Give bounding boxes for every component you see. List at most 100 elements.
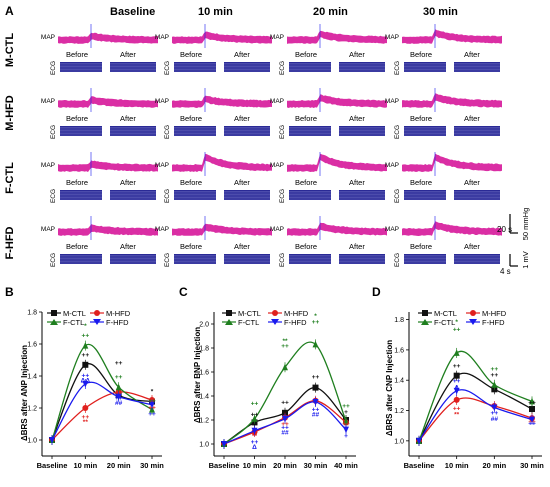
after-label: After bbox=[120, 242, 136, 251]
trace-cell-f-ctl-2: MAP Before After ECG bbox=[270, 152, 387, 203]
legend-label-f-hfd: F-HFD bbox=[284, 318, 307, 327]
significance-mark: ++ bbox=[342, 403, 350, 410]
significance-mark: ** bbox=[252, 433, 258, 440]
significance-mark: ++ bbox=[148, 398, 156, 405]
map-trace bbox=[58, 224, 158, 236]
significance-mark: ++ bbox=[82, 333, 90, 340]
ecg-before-trace bbox=[404, 62, 446, 72]
ecg-before-trace bbox=[60, 190, 102, 200]
series-line-f-hfd bbox=[51, 381, 153, 441]
panel-c-plot: 1.0 1.2 1.4 1.6 1.8 2.0 Baseline 10 min 20 min 30… bbox=[199, 312, 358, 470]
significance-mark: ++ bbox=[281, 399, 289, 406]
ecg-before-trace bbox=[174, 62, 216, 72]
y-tick-label: 1.2 bbox=[199, 418, 209, 425]
trace-cell-m-ctl-0: MAP Before After ECG bbox=[41, 24, 158, 75]
x-tick-label: 30 min bbox=[520, 461, 544, 470]
significance-mark: ++ bbox=[312, 407, 320, 414]
significance-mark: ++ bbox=[453, 378, 461, 385]
ecg-before-trace bbox=[174, 190, 216, 200]
panel-d-ylabel: ΔBRS after CNP Injection bbox=[385, 340, 394, 436]
after-label: After bbox=[349, 242, 365, 251]
series-line-m-hfd bbox=[418, 397, 533, 442]
x-tick-label: 30 min bbox=[140, 461, 164, 470]
after-label: After bbox=[234, 242, 250, 251]
trace-cell-f-hfd-2: MAP Before After ECG bbox=[270, 216, 387, 267]
series-line-f-ctl bbox=[51, 343, 153, 441]
significance-mark: ## bbox=[281, 429, 289, 436]
before-label: Before bbox=[180, 114, 202, 123]
data-point-f-hfd bbox=[416, 437, 422, 445]
significance-mark: ++ bbox=[148, 405, 156, 412]
significance-mark: * bbox=[151, 389, 154, 396]
significance-mark: ++ bbox=[528, 421, 536, 428]
ecg-before-trace bbox=[404, 190, 446, 200]
data-point-f-hfd bbox=[491, 404, 498, 411]
y-tick-label: 1.0 bbox=[199, 442, 209, 449]
map-label: MAP bbox=[270, 98, 284, 105]
ecg-before-trace bbox=[60, 62, 102, 72]
ecg-after-trace bbox=[224, 190, 270, 200]
before-label: Before bbox=[410, 178, 432, 187]
ecg-before-trace bbox=[174, 254, 216, 264]
data-point-f-ctl bbox=[312, 340, 319, 348]
data-point-m-ctl bbox=[82, 361, 89, 368]
group-label-f-ctl: F-CTL bbox=[4, 162, 16, 194]
panel-d-letter: D bbox=[372, 285, 381, 299]
x-tick-label: Baseline bbox=[37, 461, 68, 470]
scale-bars: 50 mmHg 20 s 1 mV 4 s bbox=[497, 208, 530, 276]
y-tick-label: 1.8 bbox=[394, 317, 404, 324]
ecg-label: ECG bbox=[50, 253, 57, 267]
significance-mark: ## bbox=[115, 400, 123, 407]
data-point-f-hfd bbox=[453, 387, 460, 395]
legend-marker-f-hfd bbox=[93, 319, 101, 325]
trace-cell-f-ctl-0: MAP Before After ECG bbox=[41, 152, 158, 203]
after-label: After bbox=[234, 178, 250, 187]
x-tick-label: 40 min bbox=[334, 461, 358, 470]
map-label: MAP bbox=[155, 226, 169, 233]
map-trace bbox=[58, 160, 158, 172]
legend-label-f-ctl: F-CTL bbox=[434, 318, 455, 327]
series-line-m-hfd bbox=[51, 391, 153, 441]
data-point-f-hfd bbox=[49, 437, 55, 444]
panel-b: B ΔBRS after ANP Injection M-CTL M-HFD F… bbox=[5, 285, 164, 470]
ecg-label: ECG bbox=[394, 253, 401, 267]
significance-mark: * bbox=[455, 319, 458, 326]
significance-mark: ** bbox=[282, 338, 288, 345]
group-label-m-ctl: M-CTL bbox=[4, 33, 16, 67]
time-header-baseline: Baseline bbox=[110, 6, 155, 18]
data-point-f-ctl bbox=[115, 383, 122, 391]
significance-mark: ++ bbox=[251, 439, 259, 446]
map-trace bbox=[287, 222, 387, 236]
significance-mark: ++ bbox=[281, 343, 289, 350]
data-point-f-ctl bbox=[343, 417, 349, 425]
panel-c-ylabel: ΔBRS after BNP Injection bbox=[193, 327, 202, 423]
panel-c: C ΔBRS after BNP Injection M-CTL M-HFD F… bbox=[179, 285, 358, 470]
legend-label-m-hfd: M-HFD bbox=[482, 309, 507, 318]
map-trace bbox=[172, 95, 272, 108]
before-label: Before bbox=[180, 50, 202, 59]
x-tick-label: 20 min bbox=[107, 461, 131, 470]
ecg-before-trace bbox=[60, 254, 102, 264]
map-label: MAP bbox=[385, 226, 399, 233]
trace-cell-m-ctl-1: MAP Before After ECG bbox=[155, 24, 272, 75]
ecg-after-trace bbox=[224, 254, 270, 264]
panel-c-legend: M-CTL M-HFD F-CTL F-HFD bbox=[222, 309, 309, 327]
after-label: After bbox=[120, 178, 136, 187]
significance-mark: ++ bbox=[115, 395, 123, 402]
after-label: After bbox=[234, 114, 250, 123]
trace-cell-m-ctl-3: MAP Before After ECG bbox=[385, 24, 502, 75]
ecg-after-trace bbox=[339, 126, 385, 136]
group-label-m-hfd: M-HFD bbox=[4, 95, 16, 130]
before-label: Before bbox=[66, 50, 88, 59]
ecg-before-trace bbox=[60, 126, 102, 136]
significance-mark: Δ bbox=[252, 444, 257, 451]
trace-grid: MAP Before After ECG MAP Before After ECG MAP Bef… bbox=[41, 24, 502, 267]
x-tick-label: 20 min bbox=[482, 461, 506, 470]
legend-marker-m-ctl bbox=[422, 310, 428, 316]
map-trace bbox=[287, 153, 387, 172]
ecg-before-trace bbox=[174, 126, 216, 136]
y-tick-label: 1.4 bbox=[394, 378, 404, 385]
significance-mark: ++ bbox=[115, 360, 123, 367]
ecg-before-trace bbox=[289, 190, 331, 200]
significance-mark: ++ bbox=[312, 374, 320, 381]
